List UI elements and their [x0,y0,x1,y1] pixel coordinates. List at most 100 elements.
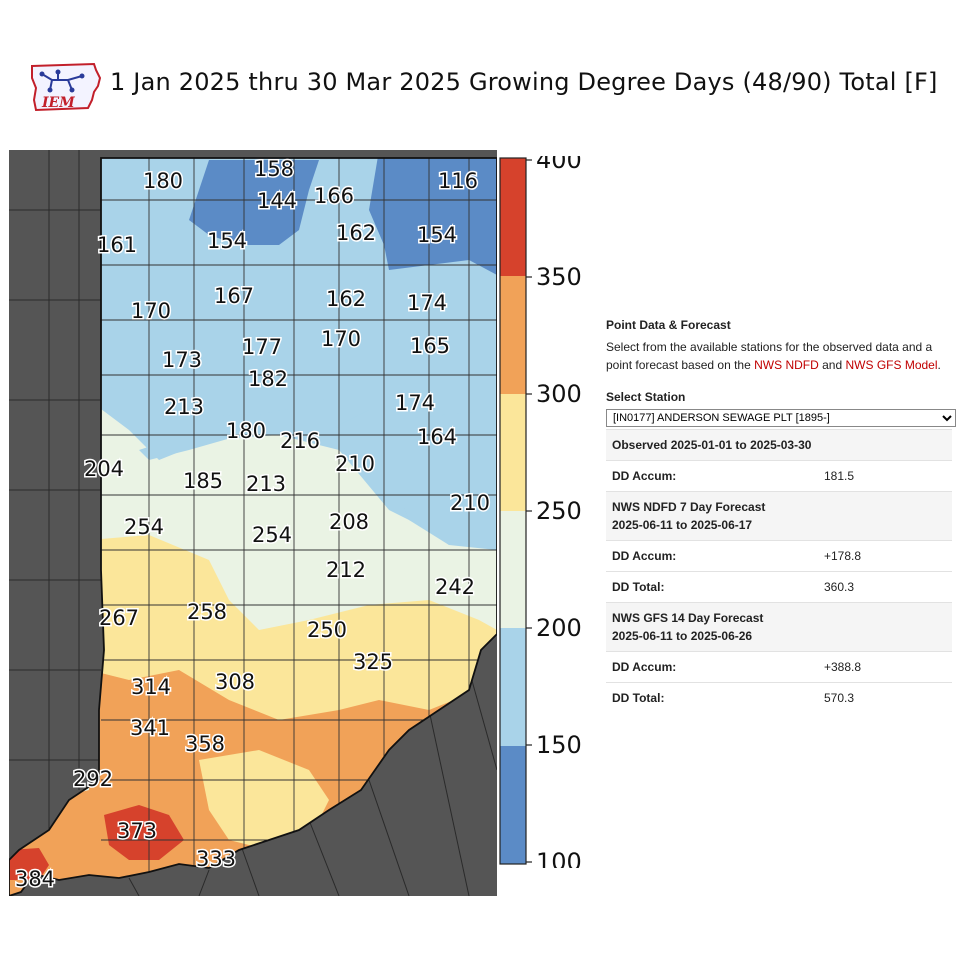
map-value-label: 144 [257,189,297,213]
map-value-label: 162 [326,287,366,311]
observed-accum-label: DD Accum: [606,460,818,492]
colorbar-tick-label: 400 [536,156,582,174]
map-value-label: 213 [164,395,204,419]
colorbar-tick-label: 150 [536,731,582,759]
map-value-label: 242 [435,575,475,599]
map-value-label: 174 [407,291,447,315]
map-value-label: 254 [252,523,292,547]
gfs-accum-row: DD Accum: +388.8 [606,651,952,683]
indiana-gdd-map: 158 180 144 166 116 161 154 162 154 167 162 174 170 1… [8,150,498,898]
map-value-label: 204 [84,457,124,481]
gfs-total-row: DD Total: 570.3 [606,682,952,713]
map-value-label: 162 [336,221,376,245]
colorbar-tick-label: 200 [536,614,582,642]
gfs-accum-label: DD Accum: [606,651,818,683]
map-value-label: 170 [321,327,361,351]
colorbar-bin-350-400 [500,158,526,276]
colorbar-tick-label: 100 [536,848,582,868]
colorbar-bin-100-150 [500,746,526,864]
map-value-label: 292 [73,767,113,791]
map-value-label: 166 [314,184,354,208]
map-value-label: 161 [97,233,137,257]
map-value-label: 170 [131,299,171,323]
ndfd-accum-row: DD Accum: +178.8 [606,540,952,572]
colorbar-tick-label: 350 [536,263,582,291]
county-lines [101,158,497,896]
map-value-label: 154 [417,223,457,247]
ndfd-section-row: NWS NDFD 7 Day Forecast 2025-06-11 to 202… [606,491,952,541]
gfs-section-row: NWS GFS 14 Day Forecast 2025-06-11 to 202… [606,602,952,652]
gfs-total-label: DD Total: [606,682,818,713]
map-value-label: 210 [335,452,375,476]
map-value-label: 182 [248,367,288,391]
colorbar-ticks: 400 350 300 250 200 150 100 [526,146,582,876]
map-value-label: 314 [131,675,171,699]
neighbor-county-lines [9,150,498,897]
map-value-label: 173 [162,348,202,372]
colorbar-bin-300-350 [500,276,526,394]
observed-accum-value: 181.5 [818,460,952,492]
colorbar-bin-250-300 [500,394,526,511]
map-value-label: 358 [185,732,225,756]
colorbar-bin-200-250 [500,511,526,628]
colorbar-svg: 400 350 300 250 200 150 100 [499,146,582,876]
ndfd-total-label: DD Total: [606,571,818,603]
map-value-label: 165 [410,334,450,358]
map-value-label: 177 [242,335,282,359]
map-value-label: 216 [280,429,320,453]
panel-heading: Point Data & Forecast [606,318,731,332]
map-value-label: 180 [143,169,183,193]
map-value-label: 267 [99,606,139,630]
map-value-label: 154 [207,229,247,253]
map-value-label: 116 [438,169,478,193]
colorbar-bin-150-200 [500,628,526,746]
map-value-label: 212 [326,558,366,582]
ndfd-total-row: DD Total: 360.3 [606,571,952,603]
map-value-label: 167 [214,284,254,308]
gfs-total-value: 570.3 [818,682,952,713]
map-value-label: 325 [353,650,393,674]
state-border [8,157,498,898]
map-header: IEM 1 Jan 2025 thru 30 Mar 2025 Growing … [0,50,960,120]
map-value-label: 180 [226,419,266,443]
map-title: 1 Jan 2025 thru 30 Mar 2025 Growing Degr… [110,68,938,96]
map-value-label: 254 [124,515,164,539]
ndfd-accum-value: +178.8 [818,540,952,572]
nws-ndfd-link[interactable]: NWS NDFD [754,358,819,372]
map-value-label: 174 [395,391,435,415]
nws-gfs-link[interactable]: NWS GFS Model [845,358,938,372]
map-value-label: 164 [417,425,457,449]
iem-logo: IEM [31,62,102,112]
map-value-label: 210 [450,491,490,515]
select-station-label: Select Station [606,390,686,404]
map-value-label: 384 [15,867,55,891]
map-value-label: 333 [196,847,236,871]
map-value-label: 308 [215,670,255,694]
map-value-label: 341 [130,716,170,740]
colorbar-tick-label: 300 [536,380,582,408]
ndfd-total-value: 360.3 [818,571,952,603]
observed-accum-row: DD Accum: 181.5 [606,460,952,492]
observed-section-row: Observed 2025-01-01 to 2025-03-30 [606,429,952,461]
point-data-panel: Point Data & Forecast Select from the av… [606,318,956,713]
gdd-table: Observed 2025-01-01 to 2025-03-30 DD Acc… [606,429,952,713]
observed-header: Observed 2025-01-01 to 2025-03-30 [606,429,952,461]
ndfd-accum-label: DD Accum: [606,540,818,572]
colorbar-tick-label: 250 [536,497,582,525]
map-value-label: 213 [246,472,286,496]
map-value-label: 208 [329,510,369,534]
colorbar: 400 350 300 250 200 150 100 [498,146,588,876]
panel-description: Select from the available stations for t… [606,340,941,372]
logo-text: IEM [41,95,75,111]
map-value-label: 258 [187,600,227,624]
ndfd-header: NWS NDFD 7 Day Forecast 2025-06-11 to 202… [606,491,952,541]
map-value-label: 373 [117,819,157,843]
map-svg: 158 180 144 166 116 161 154 162 154 167 162 174 170 1… [8,150,498,898]
station-select[interactable]: [IN0177] ANDERSON SEWAGE PLT [1895-] [606,409,956,427]
map-value-label: 185 [183,469,223,493]
value-labels: 158 180 144 166 116 161 154 162 154 167 162 174 170 1… [13,156,491,893]
gfs-header: NWS GFS 14 Day Forecast 2025-06-11 to 202… [606,602,952,652]
map-value-label: 158 [254,157,294,181]
map-value-label: 250 [307,618,347,642]
gfs-accum-value: +388.8 [818,651,952,683]
